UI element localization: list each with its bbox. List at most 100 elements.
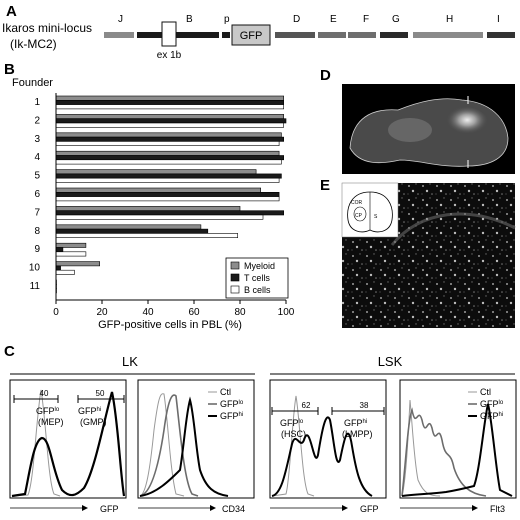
segment-label-p: p	[224, 14, 230, 25]
panel-label-b: B	[4, 61, 15, 78]
section-fiber-band	[390, 212, 516, 246]
x-label-2: CD34	[222, 504, 245, 514]
bar-b-cells	[55, 196, 280, 202]
legend-ctl-4: Ctl	[480, 387, 491, 397]
bar-t-cells	[55, 155, 284, 161]
locus-title-line2: (Ik-MC2)	[10, 37, 57, 51]
ctl-trace-1	[11, 389, 61, 497]
segment-h	[413, 32, 483, 38]
histogram-lsk-flt3: Ctl GFPlo GFPhi Flt3	[399, 379, 517, 514]
panel-label-c: C	[4, 343, 15, 360]
founder-label: 1	[34, 97, 40, 108]
inset-label-s: S	[374, 214, 378, 220]
exon-label: ex 1b	[157, 50, 182, 61]
x-arrowhead-3	[342, 505, 348, 511]
bar-t-cells	[55, 100, 284, 105]
histogram-lk-gfp: 40 50 GFPlo (MEP) GFPhi (GMP) GFP	[9, 379, 127, 514]
legend-ctl-2: Ctl	[220, 387, 231, 397]
flow-cytometry-panel: LK LSK 40 50 GFPlo (MEP) GFPhi (GMP) GFP	[9, 354, 517, 514]
segment-label-i: I	[497, 14, 500, 25]
exon-1b-box	[161, 21, 177, 47]
legend-swatch-myeloid	[230, 261, 240, 270]
plot-frame-2	[137, 379, 255, 499]
x-tick-label: 60	[188, 307, 200, 318]
legend-swatch-bcells	[230, 285, 240, 294]
segment-label-d: D	[293, 14, 300, 25]
x-tick-label: 40	[142, 307, 154, 318]
bar-myeloid	[55, 224, 202, 230]
founder-label: 3	[34, 134, 40, 145]
x-arrowhead-2	[210, 505, 216, 511]
segment-b	[137, 32, 219, 38]
legend-label-bcells: B cells	[244, 285, 271, 295]
segment-i	[487, 32, 515, 38]
coronal-section-panel: COR CP S	[341, 182, 516, 328]
bar-t-cells	[55, 136, 284, 142]
bar-myeloid	[55, 114, 284, 120]
hi-sub-3: (LMPP)	[342, 429, 373, 439]
gfphi-trace-2	[139, 396, 229, 497]
group-label-lk: LK	[122, 354, 138, 369]
gate-lo-value-1: 40	[40, 389, 49, 398]
hi-label-1: GFPhi	[78, 406, 101, 416]
segment-j	[104, 32, 134, 38]
bar-t-cells	[55, 247, 64, 253]
segment-g	[380, 32, 408, 38]
schematic-striatum	[353, 206, 367, 222]
bar-myeloid	[55, 187, 261, 193]
segment-label-e: E	[330, 14, 337, 25]
gfp-box-label: GFP	[240, 30, 263, 42]
legend-label-myeloid: Myeloid	[244, 261, 275, 271]
lo-sub-3: (HSC)	[281, 429, 306, 439]
gfp-signal-region	[430, 106, 490, 146]
gfp-trace-1	[11, 391, 126, 498]
bar-t-cells	[55, 118, 287, 124]
gfphi-trace-4	[401, 403, 513, 497]
founder-label: 4	[34, 152, 40, 163]
gate-hi-value-3: 38	[360, 401, 369, 410]
gate-hi-value-1: 50	[96, 389, 105, 398]
founder-label: 9	[34, 244, 40, 255]
x-label-4: Flt3	[490, 504, 505, 514]
bar-myeloid	[55, 150, 280, 156]
bar-myeloid	[55, 132, 282, 138]
group-label-lsk: LSK	[378, 354, 403, 369]
founder-bar-chart: Founder 1 2 3 4 5 6 7 8 9 10 11 0 20 40 60 80 100 GFP-p…	[12, 77, 295, 331]
gfp-trace-3	[271, 416, 373, 497]
chart-legend: Myeloid T cells B cells	[225, 257, 289, 299]
x-tick-label: 20	[96, 307, 108, 318]
x-tick-label: 0	[53, 307, 59, 318]
segment-e	[318, 32, 346, 38]
x-arrowhead-1	[82, 505, 88, 511]
bar-myeloid	[55, 261, 101, 267]
brain-image-panel	[342, 84, 515, 174]
bar-myeloid	[55, 242, 87, 248]
locus-diagram: Ikaros mini-locus (Ik-MC2) J B p D E F G…	[2, 14, 515, 61]
panel-label-e: E	[320, 177, 330, 194]
inset-label-cor: COR	[351, 200, 363, 206]
segment-d	[275, 32, 315, 38]
segment-label-b: B	[186, 14, 193, 25]
lo-sub-1: (MEP)	[38, 417, 64, 427]
founder-label: 5	[34, 171, 40, 182]
bar-myeloid	[55, 206, 241, 211]
histogram-lk-cd34: Ctl GFPlo GFPhi CD34	[137, 379, 255, 514]
segment-f	[348, 32, 376, 38]
gate-lo-value-3: 62	[302, 401, 311, 410]
bar-b-cells	[55, 269, 75, 275]
bar-t-cells	[55, 210, 284, 216]
segment-label-j: J	[118, 14, 123, 25]
plot-frame-3	[269, 379, 387, 499]
plot-frame-1	[9, 379, 127, 499]
ctl-trace-2	[139, 393, 185, 497]
founder-label: 8	[34, 226, 40, 237]
legend-swatch-tcells	[230, 273, 240, 282]
gfplo-trace-4	[401, 407, 487, 497]
histogram-lsk-gfp: 62 38 GFPlo (HSC) GFPhi (LMPP) GFP	[269, 379, 387, 514]
bar-b-cells	[55, 104, 284, 110]
bar-b-cells	[55, 141, 280, 146]
bar-b-cells	[55, 214, 264, 220]
bar-myeloid	[55, 169, 257, 175]
plot-frame-4	[399, 379, 517, 499]
